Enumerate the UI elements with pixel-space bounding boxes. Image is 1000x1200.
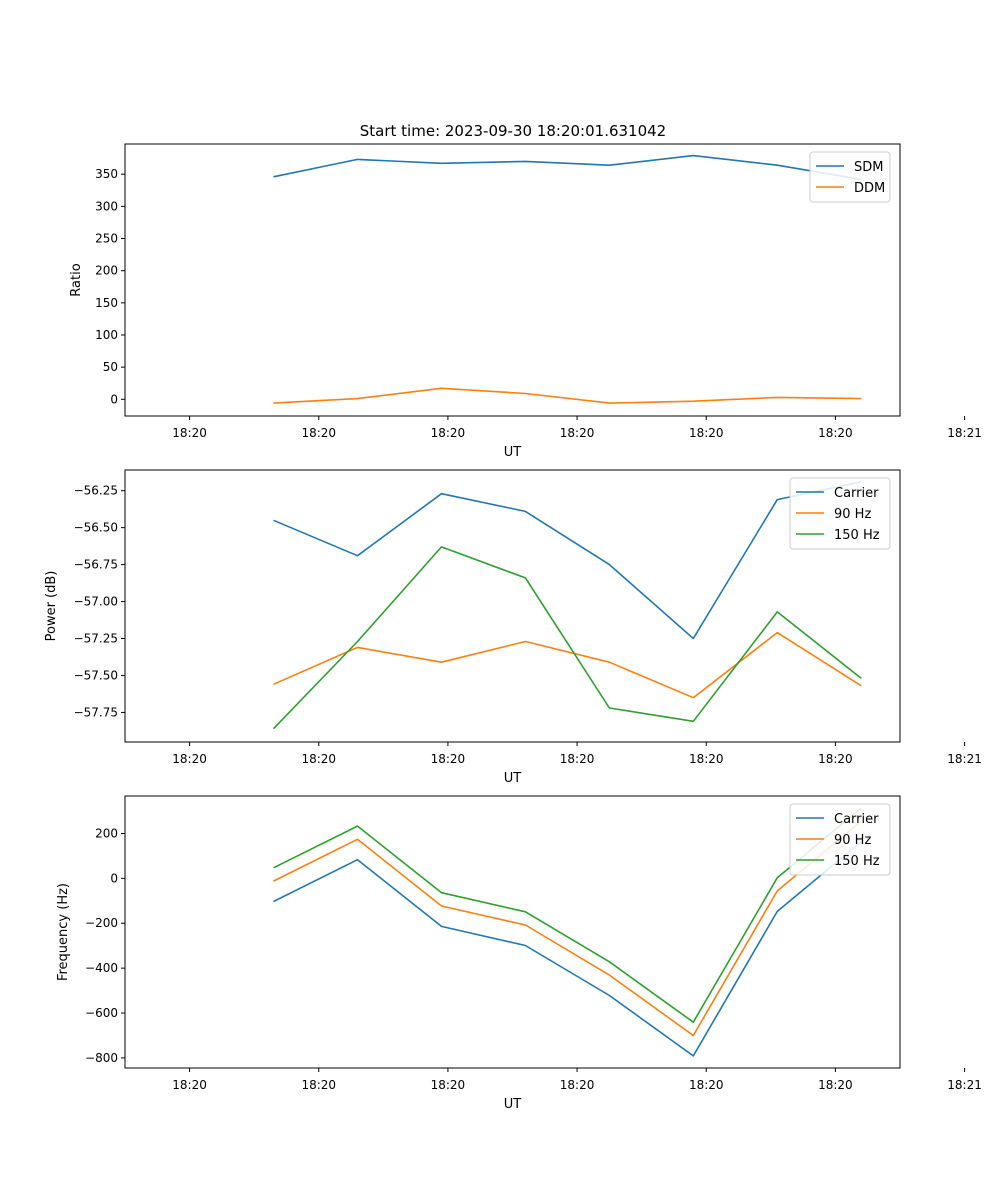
series-line-sdm [273,154,862,181]
x-tick-label: 18:20 [172,752,207,766]
series-line-90-hz [273,820,862,1037]
y-tick-label: −800 [85,1051,118,1065]
x-tick-label: 18:20 [818,426,853,440]
x-tick-label: 18:20 [689,426,724,440]
y-tick-label: −400 [85,961,118,975]
y-tick-label: −600 [85,1006,118,1020]
power-plot: 18:20 18:20 18:20 18:20 18:20 18:20 18:21 −57.7… [44,469,982,786]
y-tick-label: −56.75 [74,558,118,572]
x-tick-label: 18:21 [947,752,982,766]
legend-label: DDM [854,181,885,196]
y-tick-label: −57.50 [74,668,118,682]
series-line-150-hz [273,807,862,1024]
series-line-carrier [273,481,862,640]
x-tick-label: 18:21 [947,426,982,440]
legend-box [789,803,891,876]
y-tick-label: −56.25 [74,484,118,498]
series-line-90-hz [273,631,862,699]
y-tick-label: 150 [95,296,118,310]
x-axis-label: UT [504,771,522,786]
x-tick-label: 18:20 [560,752,595,766]
x-tick-label: 18:20 [689,752,724,766]
x-tick-label: 18:20 [301,426,336,440]
y-axis-label: Ratio [69,263,84,296]
y-tick-label: 0 [110,392,118,406]
x-axis-label: UT [504,445,522,460]
x-tick-label: 18:20 [431,1078,466,1092]
legend-box [809,151,891,203]
y-tick-label: 50 [103,360,118,374]
x-tick-label: 18:20 [560,426,595,440]
figure-title: Start time: 2023-09-30 18:20:01.631042 [360,122,666,140]
y-tick-label: −57.00 [74,595,118,609]
axes-frame [124,795,901,1069]
x-tick-label: 18:20 [818,752,853,766]
y-tick-label: 200 [95,264,118,278]
series-line-carrier [273,840,862,1057]
axes-frame [124,469,901,743]
series-line-ddm [273,387,862,404]
y-axis-label: Frequency (Hz) [56,883,71,981]
y-tick-label: −56.50 [74,521,118,535]
x-tick-label: 18:20 [172,1078,207,1092]
y-tick-label: 0 [110,871,118,885]
legend-label: Carrier [834,812,879,827]
y-tick-label: 200 [95,826,118,840]
ratio-plot: 18:20 18:20 18:20 18:20 18:20 18:20 18:21 0 50 10… [69,143,982,460]
x-tick-label: 18:20 [818,1078,853,1092]
y-tick-label: 100 [95,328,118,342]
legend-label: Carrier [834,486,879,501]
x-tick-label: 18:20 [560,1078,595,1092]
x-tick-label: 18:20 [301,1078,336,1092]
legend-label: 90 Hz [834,833,871,848]
y-tick-label: −200 [85,916,118,930]
legend-label: SDM [854,160,883,175]
x-tick-label: 18:21 [947,1078,982,1092]
legend-box [789,477,891,550]
axes-frame [124,143,901,417]
legend-label: 150 Hz [834,528,880,543]
y-tick-label: 300 [95,199,118,213]
x-tick-label: 18:20 [689,1078,724,1092]
x-tick-label: 18:20 [431,752,466,766]
x-axis-label: UT [504,1097,522,1112]
x-tick-label: 18:20 [431,426,466,440]
x-tick-label: 18:20 [301,752,336,766]
series-line-150-hz [272,546,862,730]
x-tick-label: 18:20 [172,426,207,440]
y-tick-label: 350 [95,167,118,181]
y-tick-label: −57.75 [74,705,118,719]
legend-label: 150 Hz [834,854,880,869]
y-tick-label: −57.25 [74,632,118,646]
frequency-plot: 18:20 18:20 18:20 18:20 18:20 18:20 18:21 −800 −… [56,795,982,1112]
legend-label: 90 Hz [834,507,871,522]
y-axis-label: Power (dB) [44,571,59,642]
y-tick-label: 250 [95,232,118,246]
